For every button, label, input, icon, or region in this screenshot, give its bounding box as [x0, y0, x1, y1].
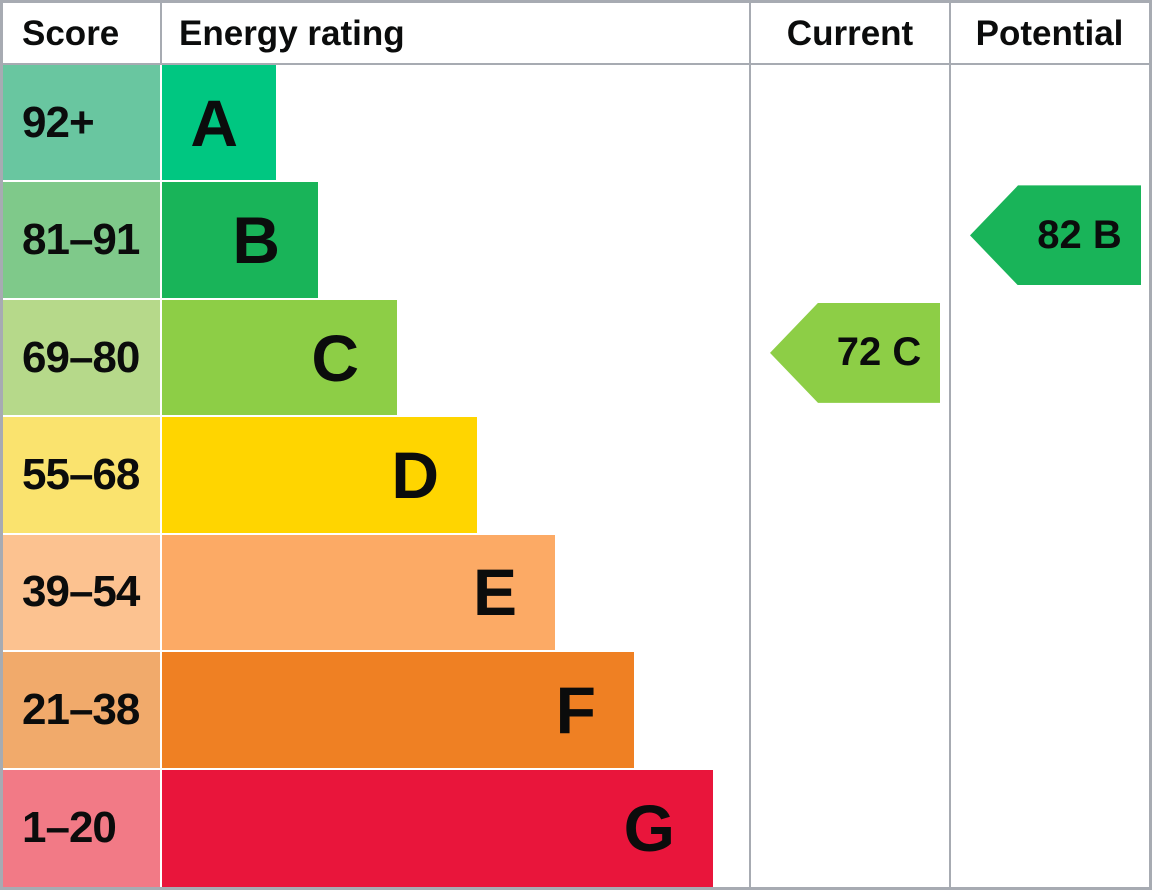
rating-bar-e: E: [162, 534, 555, 651]
score-range-d: 55–68: [3, 417, 160, 533]
header-divider-line: [3, 63, 1149, 65]
score-range-g: 1–20: [3, 769, 160, 887]
score-range-e: 39–54: [3, 534, 160, 651]
rating-bar-d: D: [162, 417, 477, 533]
header-potential: Potential: [975, 13, 1124, 53]
current-column-divider: [749, 3, 751, 887]
band-row-c: 69–80 C 72 C: [3, 299, 1149, 417]
score-column-divider: [160, 3, 162, 65]
score-range-b: 81–91: [3, 182, 160, 298]
rating-bar-f: F: [162, 652, 634, 768]
score-range-f: 21–38: [3, 652, 160, 768]
header-score: Score: [22, 13, 120, 53]
header-energy-rating: Energy rating: [179, 13, 405, 53]
band-row-b: 81–91 B 82 B: [3, 182, 1149, 299]
band-row-g: 1–20 G: [3, 769, 1149, 887]
current-rating-arrow: 72 C: [770, 302, 940, 403]
band-row-f: 21–38 F: [3, 652, 1149, 769]
score-range-a: 92+: [3, 65, 160, 181]
band-row-e: 39–54 E: [3, 534, 1149, 652]
rating-bar-c: C: [162, 299, 397, 416]
header-current: Current: [786, 13, 914, 53]
rating-bar-a: A: [162, 65, 276, 181]
potential-column-divider: [949, 3, 951, 887]
rating-bar-b: B: [162, 182, 318, 298]
score-range-c: 69–80: [3, 299, 160, 416]
band-row-d: 55–68 D: [3, 417, 1149, 534]
rating-bar-g: G: [162, 769, 713, 887]
potential-rating-arrow: 82 B: [970, 185, 1141, 286]
band-row-a: 92+ A: [3, 65, 1149, 182]
bands: 92+ A 81–91 B 82 B 69–80 C 72 C 55–68 D 39–54 E 21–3…: [3, 65, 1149, 887]
